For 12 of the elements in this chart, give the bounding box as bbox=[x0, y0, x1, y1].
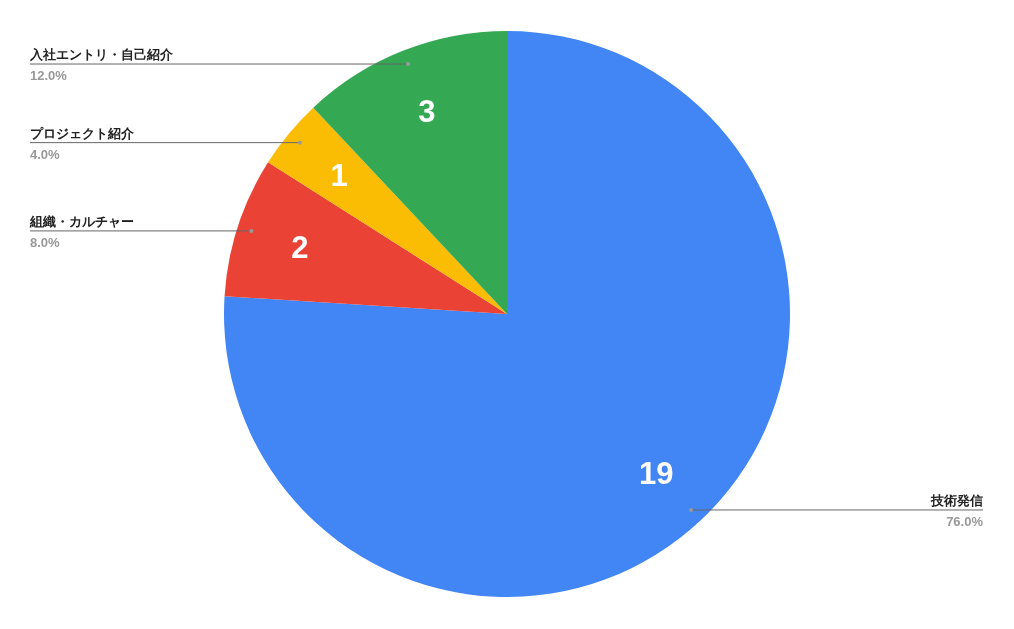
data-label: 1 bbox=[330, 158, 348, 194]
data-label: 19 bbox=[638, 455, 674, 491]
data-label: 2 bbox=[291, 229, 309, 265]
slice-label: 技術発信 bbox=[930, 492, 983, 508]
data-label: 3 bbox=[418, 94, 436, 130]
text: 8.0% bbox=[30, 234, 61, 250]
text: 76.0% bbox=[946, 513, 984, 529]
text: 4.0% bbox=[30, 146, 61, 162]
slice-label: 組織・カルチャー bbox=[29, 213, 134, 229]
text: 12.0% bbox=[30, 68, 68, 84]
slice-label: 入社エントリ・自己紹介 bbox=[29, 47, 174, 63]
slice-label: プロジェクト紹介 bbox=[30, 125, 135, 141]
